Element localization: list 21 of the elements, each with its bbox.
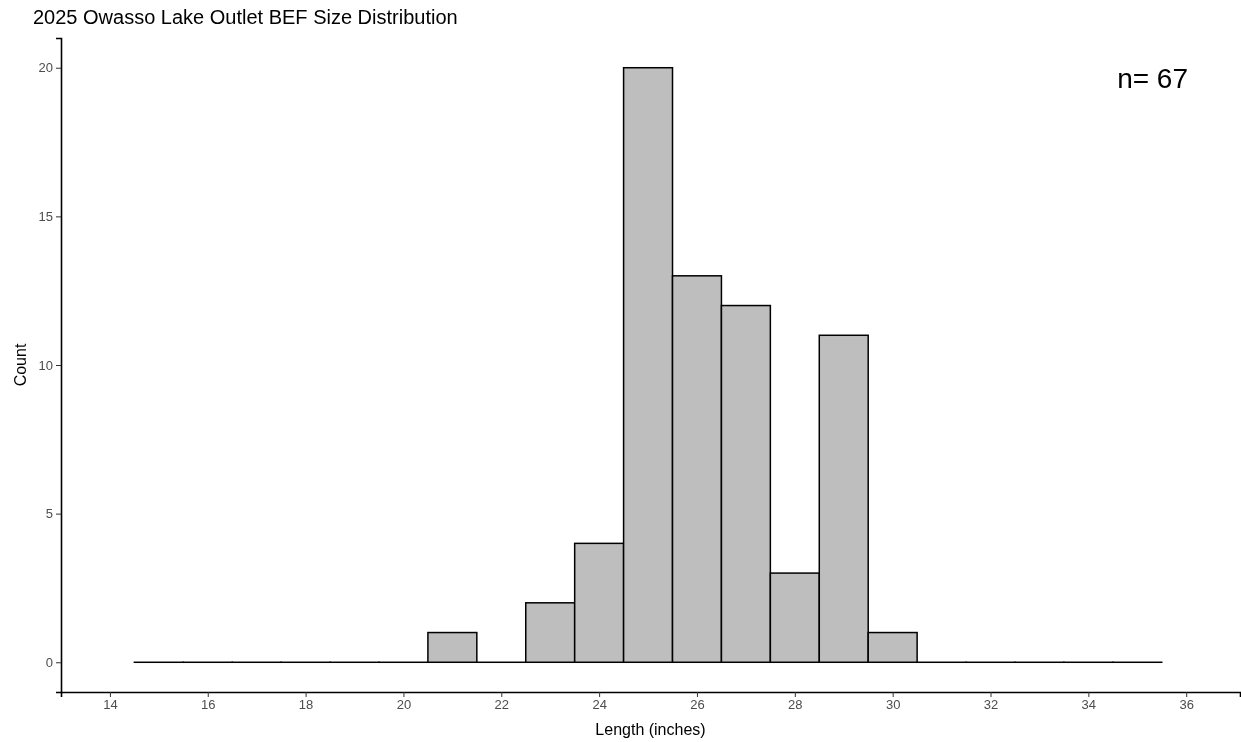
x-tick-label: 24 (592, 697, 607, 713)
annotation: n= 67 (1117, 63, 1188, 94)
x-tick-label: 14 (103, 697, 118, 713)
chart-title: 2025 Owasso Lake Outlet BEF Size Distribution (33, 6, 458, 28)
x-tick-label: 16 (201, 697, 216, 713)
x-tick-label: 30 (885, 697, 901, 713)
y-tick-label: 15 (38, 209, 53, 225)
x-tick-label: 32 (983, 697, 999, 713)
y-tick-label: 5 (45, 506, 53, 522)
x-tick-label: 22 (494, 697, 510, 713)
y-tick-label: 10 (38, 357, 53, 373)
x-tick-label: 34 (1081, 697, 1097, 713)
y-tick-label: 0 (45, 654, 53, 670)
x-tick-label: 28 (788, 697, 803, 713)
x-tick-label: 26 (690, 697, 705, 713)
x-tick-label: 20 (396, 697, 412, 713)
y-axis-title: Count (12, 343, 29, 387)
x-tick-label: 36 (1179, 697, 1194, 713)
x-axis-title: Length (inches) (595, 721, 706, 738)
y-tick-label: 20 (38, 60, 53, 76)
x-tick-label: 18 (298, 697, 314, 713)
